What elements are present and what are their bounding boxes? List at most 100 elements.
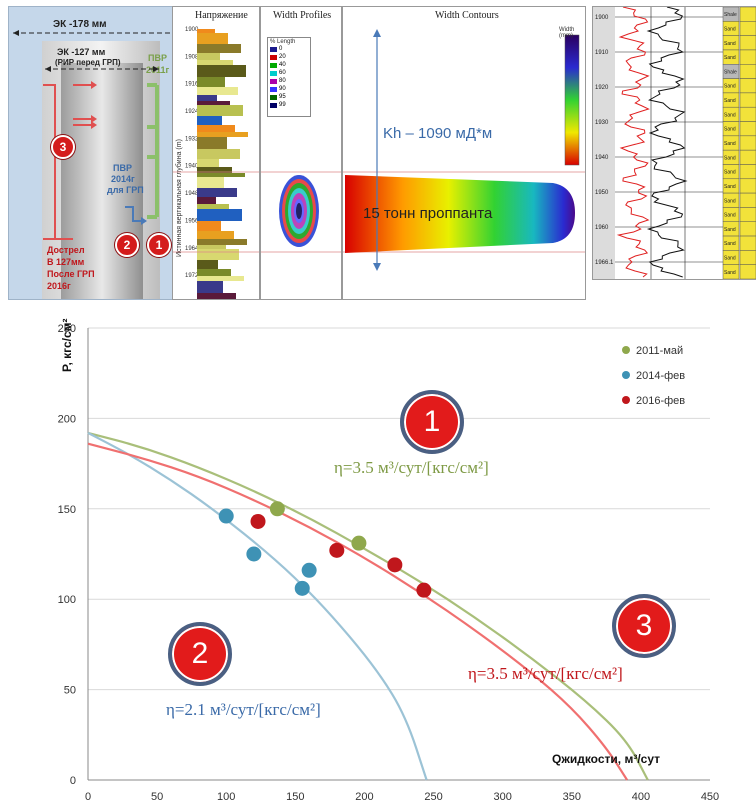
depth-tick-label: 1964 — [185, 246, 199, 252]
depth-tick-label: 1916 — [185, 82, 199, 88]
pvr2014-label-a: ПВР — [113, 163, 132, 173]
profile-legend-value: 95 — [279, 94, 286, 100]
legend-label: 2014-фев — [636, 370, 685, 382]
dostrel-bracket — [43, 84, 91, 240]
litho-cell-2 — [739, 192, 756, 208]
profile-legend-swatch — [270, 78, 277, 84]
stress-bar — [197, 33, 228, 44]
dostrel-label-3: После ГРП — [47, 269, 95, 279]
stress-bar — [197, 281, 223, 293]
pvr2014-arrowhead — [141, 217, 147, 225]
stress-bar — [197, 77, 225, 87]
well-schematic-panel: ЭК -178 мм ЭК -127 мм (РИР перед ГРП) ПВ… — [8, 6, 190, 300]
litho-label: Sand — [724, 170, 736, 176]
litho-cell-2 — [739, 149, 756, 165]
litho-label: Sand — [724, 26, 736, 32]
litho-label: Sand — [724, 112, 736, 118]
profile-legend-item: 60 — [270, 69, 308, 77]
stress-bar — [197, 87, 238, 95]
gamma-ray-curve — [616, 7, 650, 278]
stress-bar — [197, 276, 244, 281]
profile-legend-swatch — [270, 54, 277, 60]
stress-bar — [197, 149, 240, 159]
profile-legend-swatch — [270, 94, 277, 100]
pvr2011-label-a: ПВР — [148, 53, 167, 63]
litho-label: Sand — [724, 127, 736, 133]
litho-cell-2 — [739, 64, 756, 79]
ipr-curve-2016-фев — [87, 442, 629, 781]
litho-label: Sand — [724, 155, 736, 161]
litho-cell-2 — [739, 221, 756, 237]
width-contours-title: Width Contours — [435, 10, 499, 21]
stress-bar — [197, 239, 247, 245]
kh-arrow-bottom — [373, 263, 381, 271]
litho-cell-2 — [739, 250, 756, 265]
profile-legend: % Length 0 20 40 60 80 90 95 99 — [267, 37, 311, 117]
stress-bar — [197, 221, 221, 231]
callout-circle-2-label: 2 — [191, 637, 209, 670]
litho-label: Sand — [724, 213, 736, 219]
x-tick-label: 0 — [85, 791, 91, 803]
profile-legend-item: 20 — [270, 53, 308, 61]
stress-bar — [197, 249, 239, 260]
depth-tick-label: 1948 — [185, 191, 199, 197]
data-point-2014-фев — [218, 508, 234, 524]
width-profile-shape — [261, 171, 341, 253]
profile-legend-swatch — [270, 70, 277, 76]
litho-label: Sand — [724, 184, 736, 190]
stress-bar — [197, 53, 220, 60]
ipr-curve-2014-фев — [87, 431, 428, 781]
stress-bar — [197, 60, 233, 65]
well-depth-label: 1950 — [595, 190, 609, 196]
y-tick-label: 200 — [58, 413, 76, 425]
x-tick-label: 150 — [286, 791, 304, 803]
legend-marker — [622, 371, 630, 379]
profile-legend-item: 99 — [270, 101, 308, 109]
litho-label: Sand — [724, 41, 736, 47]
litho-cell-2 — [739, 21, 756, 36]
stress-bar — [197, 245, 226, 249]
stress-bar — [197, 167, 232, 173]
eta-label-3: η=3.5 м³/сут/[кгс/см²] — [468, 664, 623, 683]
profile-legend-item: 90 — [270, 85, 308, 93]
data-point-2016-фев — [387, 557, 403, 573]
data-point-2016-фев — [250, 513, 266, 529]
litho-cell-2 — [739, 49, 756, 65]
kh-label: Kh – 1090 мД*м — [383, 125, 493, 142]
depth-tick-label: 1972 — [185, 273, 199, 279]
stress-bar — [197, 293, 236, 299]
badge-3-label: 3 — [59, 140, 67, 154]
ipr-curve-2011-май — [87, 431, 649, 781]
litho-label: Sand — [724, 198, 736, 204]
well-depth-label: 1960 — [595, 225, 609, 231]
ek178-arrow-left — [13, 30, 19, 36]
litho-cell-2 — [739, 235, 756, 251]
well-depth-label: 1920 — [595, 85, 609, 91]
stress-bar — [197, 269, 231, 276]
y-tick-label: 0 — [70, 775, 76, 787]
stress-bar — [197, 188, 237, 197]
callout-circle-1-label: 1 — [423, 405, 441, 438]
resistivity-curve — [646, 7, 688, 278]
litho-cell-2 — [739, 78, 756, 94]
dostrel-label-4: 2016г — [47, 281, 71, 291]
profile-legend-value: 0 — [279, 46, 283, 52]
stress-bar — [197, 231, 234, 239]
width-profiles-panel: Width Profiles % Length 0 20 40 60 80 90 95 99 — [260, 6, 342, 300]
ek127-arrow-left — [45, 66, 51, 72]
well-log-tracks: 1900 1910 1920 1930 1940 1950 1960 1966.1 Shale S… — [593, 7, 756, 279]
depth-tick-label: 1956 — [185, 218, 199, 224]
depth-tick-label: 1900 — [185, 27, 199, 33]
depth-tick-label: 1908 — [185, 54, 199, 60]
stress-bar — [197, 209, 242, 221]
well-depth-label: 1930 — [595, 120, 609, 126]
data-point-2011-май — [351, 535, 367, 551]
x-tick-label: 250 — [424, 791, 442, 803]
profile-legend-swatch — [270, 46, 277, 52]
depth-tick-label: 1924 — [185, 109, 199, 115]
legend-label: 2011-май — [636, 345, 683, 357]
dostrel-label-2: В 127мм — [47, 257, 85, 267]
profile-legend-item: 95 — [270, 93, 308, 101]
badge-1: 1 — [147, 233, 171, 257]
profile-legend-item: 0 — [270, 45, 308, 53]
